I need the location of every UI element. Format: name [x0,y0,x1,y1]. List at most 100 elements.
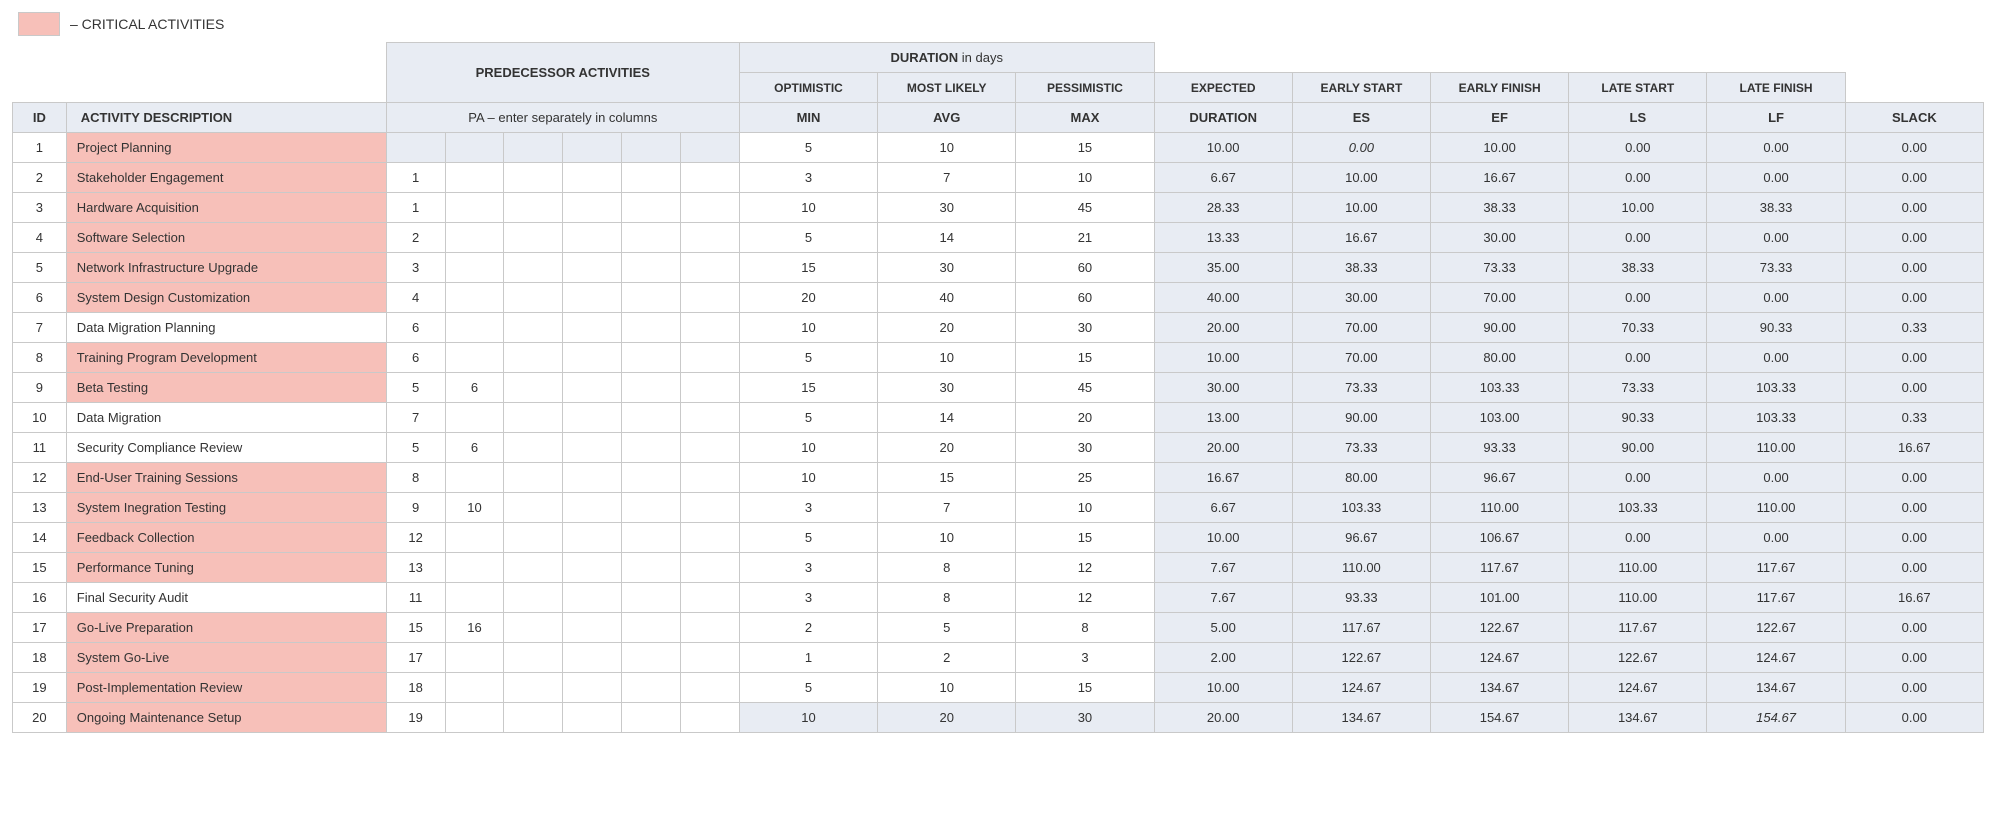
cell-ls: 0.00 [1569,133,1707,163]
cell-min: 20 [739,283,877,313]
cell-slack: 0.00 [1845,223,1983,253]
cell-max: 15 [1016,673,1154,703]
table-row: 8Training Program Development65101510.00… [13,343,1984,373]
header-optimistic: OPTIMISTIC [739,73,877,103]
cell-avg: 10 [878,523,1016,553]
header-blank [13,73,387,103]
cell-avg: 30 [878,253,1016,283]
cell-pa [563,673,622,703]
cell-id: 4 [13,223,67,253]
cell-lf: 117.67 [1707,553,1845,583]
cell-lf: 154.67 [1707,703,1845,733]
cell-es: 90.00 [1292,403,1430,433]
cell-avg: 5 [878,613,1016,643]
cell-pa [681,493,740,523]
table-row: 18System Go-Live171232.00122.67124.67122… [13,643,1984,673]
cell-slack: 0.00 [1845,703,1983,733]
cell-pa [504,313,563,343]
cell-pa [563,283,622,313]
cell-avg: 14 [878,403,1016,433]
cell-pa [504,253,563,283]
header-pessimistic: PESSIMISTIC [1016,73,1154,103]
cell-activity-description: Final Security Audit [66,583,386,613]
cell-pa [681,403,740,433]
table-row: 6System Design Customization420406040.00… [13,283,1984,313]
cell-es: 134.67 [1292,703,1430,733]
cell-expected-duration: 10.00 [1154,133,1292,163]
cell-expected-duration: 7.67 [1154,583,1292,613]
cell-slack: 0.00 [1845,133,1983,163]
cell-max: 3 [1016,643,1154,673]
cell-es: 16.67 [1292,223,1430,253]
cell-slack: 0.00 [1845,493,1983,523]
cell-es: 103.33 [1292,493,1430,523]
cell-es: 93.33 [1292,583,1430,613]
cell-pa [445,523,504,553]
cell-es: 122.67 [1292,643,1430,673]
cell-activity-description: Project Planning [66,133,386,163]
cell-avg: 10 [878,673,1016,703]
cell-ls: 0.00 [1569,343,1707,373]
cell-ls: 124.67 [1569,673,1707,703]
cell-avg: 20 [878,433,1016,463]
cell-pa: 6 [386,313,445,343]
cell-expected-duration: 13.00 [1154,403,1292,433]
cell-min: 15 [739,373,877,403]
cell-activity-description: Beta Testing [66,373,386,403]
cell-slack: 0.00 [1845,283,1983,313]
cell-es: 117.67 [1292,613,1430,643]
cell-lf: 110.00 [1707,493,1845,523]
header-late-finish: LATE FINISH [1707,73,1845,103]
cell-lf: 73.33 [1707,253,1845,283]
cell-pa: 6 [445,373,504,403]
cell-expected-duration: 16.67 [1154,463,1292,493]
cell-pa [504,163,563,193]
cell-ls: 70.33 [1569,313,1707,343]
cell-pa [504,283,563,313]
cell-pa: 10 [445,493,504,523]
cell-ls: 90.33 [1569,403,1707,433]
cell-ef: 80.00 [1431,343,1569,373]
cell-id: 18 [13,643,67,673]
cell-pa [563,373,622,403]
cell-min: 10 [739,193,877,223]
cell-pa [622,673,681,703]
cell-pa [386,133,445,163]
table-row: 19Post-Implementation Review185101510.00… [13,673,1984,703]
cell-pa [681,643,740,673]
cell-ls: 0.00 [1569,463,1707,493]
cell-avg: 40 [878,283,1016,313]
cell-pa [445,643,504,673]
header-early-finish: EARLY FINISH [1431,73,1569,103]
cell-ls: 73.33 [1569,373,1707,403]
pert-table: PREDECESSOR ACTIVITIESDURATION in daysOP… [12,42,1984,733]
cell-max: 15 [1016,133,1154,163]
cell-ef: 38.33 [1431,193,1569,223]
table-row: 3Hardware Acquisition110304528.3310.0038… [13,193,1984,223]
cell-lf: 117.67 [1707,583,1845,613]
cell-avg: 2 [878,643,1016,673]
cell-lf: 134.67 [1707,673,1845,703]
cell-min: 10 [739,313,877,343]
cell-pa: 6 [445,433,504,463]
cell-min: 1 [739,643,877,673]
cell-ef: 96.67 [1431,463,1569,493]
cell-pa [504,373,563,403]
cell-pa [445,313,504,343]
cell-expected-duration: 10.00 [1154,673,1292,703]
cell-pa [504,583,563,613]
table-row: 15Performance Tuning1338127.67110.00117.… [13,553,1984,583]
cell-pa [445,553,504,583]
cell-pa [681,463,740,493]
cell-avg: 8 [878,553,1016,583]
cell-expected-duration: 30.00 [1154,373,1292,403]
cell-activity-description: Stakeholder Engagement [66,163,386,193]
cell-id: 2 [13,163,67,193]
cell-expected-duration: 13.33 [1154,223,1292,253]
cell-id: 7 [13,313,67,343]
cell-pa [504,673,563,703]
header-ef: EF [1431,103,1569,133]
cell-pa [622,583,681,613]
header-expected: EXPECTED [1154,73,1292,103]
cell-ls: 0.00 [1569,163,1707,193]
